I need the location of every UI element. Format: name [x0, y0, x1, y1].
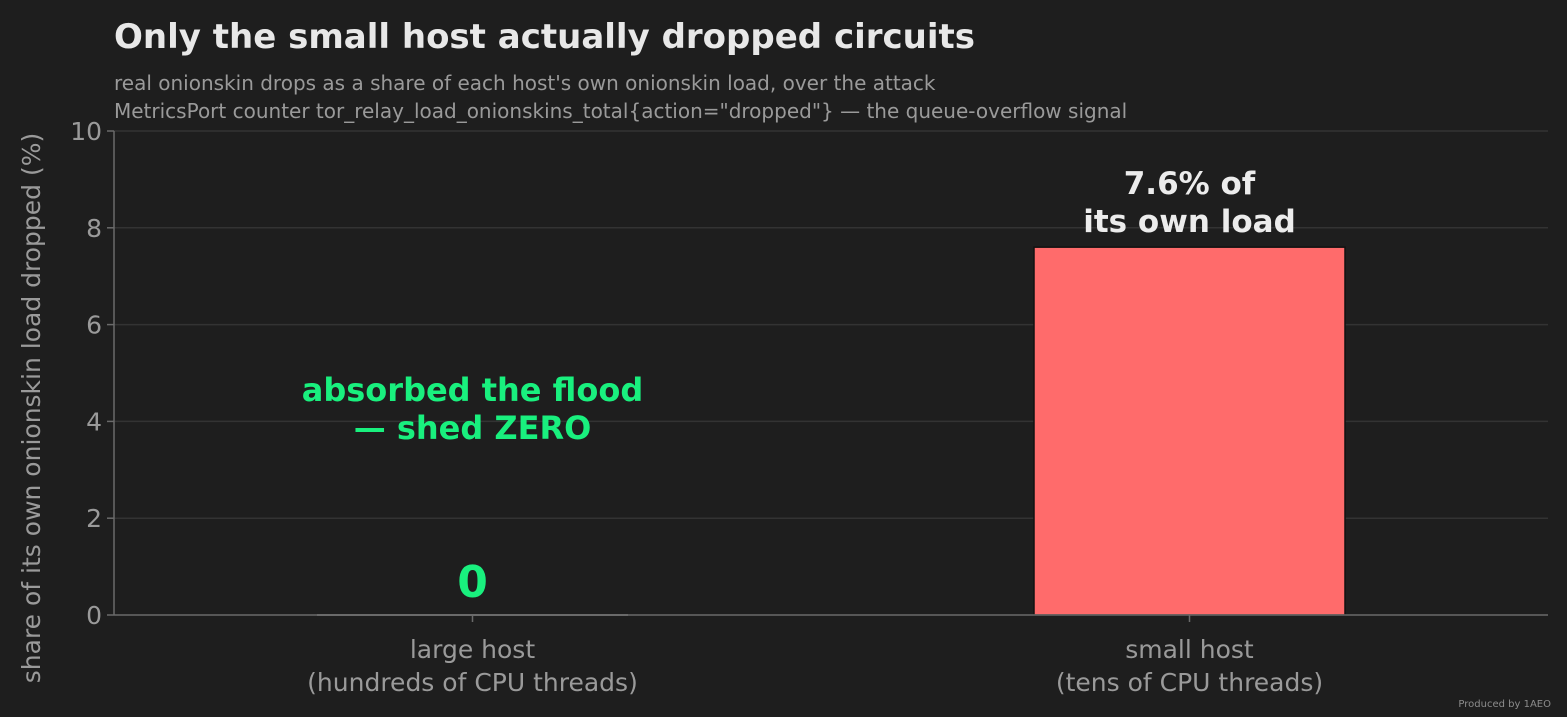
x-tick-label-1-0: small host — [1125, 635, 1254, 664]
x-tick-label-1-1: (tens of CPU threads) — [1056, 668, 1323, 697]
value-label-1-0: 7.6% of — [1124, 166, 1256, 202]
labels: 0 2 4 6 8 10 large host (hundreds of CPU thread… — [70, 117, 1323, 697]
y-tick-label-2: 2 — [86, 504, 102, 533]
chart-title: Only the small host actually dropped cir… — [114, 17, 975, 57]
y-tick-label-0: 0 — [86, 601, 102, 630]
bars — [317, 246, 1346, 616]
axes — [107, 130, 1548, 622]
footer-credit: Produced by 1AEO — [1458, 699, 1551, 710]
bar-1 — [1033, 246, 1346, 616]
value-label-1-1: its own load — [1083, 204, 1296, 240]
y-axis-label: share of its own onionskin load dropped … — [17, 133, 46, 683]
chart-subtitle-line-1: real onionskin drops as a share of each … — [114, 71, 936, 95]
y-tick-label-6: 6 — [86, 311, 102, 340]
y-tick-label-8: 8 — [86, 214, 102, 243]
annotation-line-1: — shed ZERO — [354, 409, 592, 447]
x-tick-label-0-1: (hundreds of CPU threads) — [307, 668, 638, 697]
y-tick-label-10: 10 — [70, 117, 102, 146]
value-label-0-0: 0 — [457, 557, 488, 608]
chart-subtitle-line-2: MetricsPort counter tor_relay_load_onion… — [114, 99, 1127, 123]
x-tick-label-0-0: large host — [410, 635, 535, 664]
annotation-line-0: absorbed the flood — [302, 371, 643, 409]
y-tick-label-4: 4 — [86, 407, 102, 436]
